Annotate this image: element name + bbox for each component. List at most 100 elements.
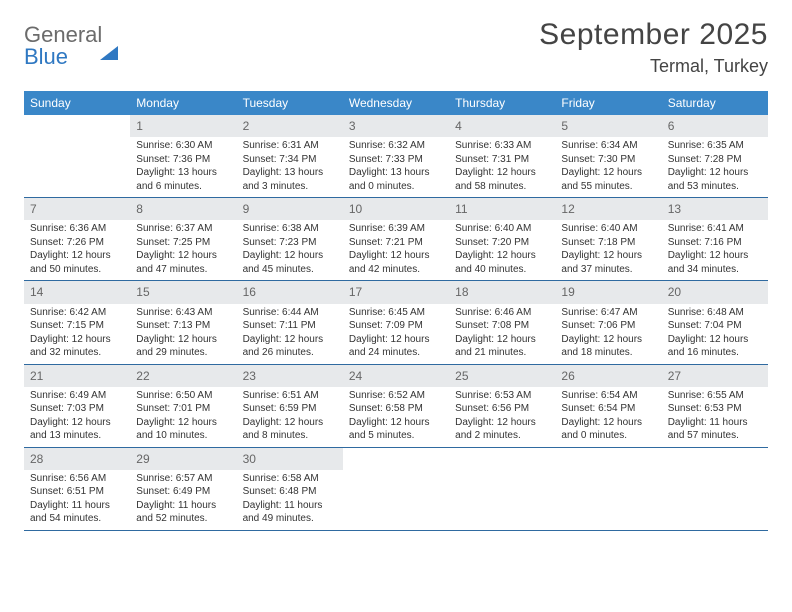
day-number: 5: [555, 115, 661, 137]
sunrise-text: Sunrise: 6:58 AM: [243, 472, 337, 486]
day-number: 13: [662, 198, 768, 220]
sunset-text: Sunset: 6:53 PM: [668, 402, 762, 416]
sunset-text: Sunset: 6:49 PM: [136, 485, 230, 499]
calendar-week: 21Sunrise: 6:49 AMSunset: 7:03 PMDayligh…: [24, 365, 768, 448]
day-number: 8: [130, 198, 236, 220]
day-number: 27: [662, 365, 768, 387]
calendar-cell: 2Sunrise: 6:31 AMSunset: 7:34 PMDaylight…: [237, 115, 343, 197]
cell-body: [24, 123, 130, 127]
sunrise-text: Sunrise: 6:42 AM: [30, 306, 124, 320]
sunrise-text: Sunrise: 6:49 AM: [30, 389, 124, 403]
sunset-text: Sunset: 7:18 PM: [561, 236, 655, 250]
dow-wednesday: Wednesday: [343, 91, 449, 115]
daylight-text: Daylight: 12 hours and 8 minutes.: [243, 416, 337, 443]
calendar-cell: 23Sunrise: 6:51 AMSunset: 6:59 PMDayligh…: [237, 365, 343, 447]
sunrise-text: Sunrise: 6:37 AM: [136, 222, 230, 236]
sunset-text: Sunset: 7:25 PM: [136, 236, 230, 250]
cell-body: [662, 456, 768, 460]
sunrise-text: Sunrise: 6:36 AM: [30, 222, 124, 236]
calendar-cell: 21Sunrise: 6:49 AMSunset: 7:03 PMDayligh…: [24, 365, 130, 447]
calendar-cell: 7Sunrise: 6:36 AMSunset: 7:26 PMDaylight…: [24, 198, 130, 280]
calendar-cell: 17Sunrise: 6:45 AMSunset: 7:09 PMDayligh…: [343, 281, 449, 363]
calendar-cell: 14Sunrise: 6:42 AMSunset: 7:15 PMDayligh…: [24, 281, 130, 363]
sunset-text: Sunset: 7:21 PM: [349, 236, 443, 250]
cell-body: Sunrise: 6:43 AMSunset: 7:13 PMDaylight:…: [130, 306, 236, 364]
daylight-text: Daylight: 12 hours and 55 minutes.: [561, 166, 655, 193]
daylight-text: Daylight: 13 hours and 3 minutes.: [243, 166, 337, 193]
sunset-text: Sunset: 7:11 PM: [243, 319, 337, 333]
sunset-text: Sunset: 7:01 PM: [136, 402, 230, 416]
cell-body: Sunrise: 6:32 AMSunset: 7:33 PMDaylight:…: [343, 139, 449, 197]
sunrise-text: Sunrise: 6:48 AM: [668, 306, 762, 320]
calendar-cell: 6Sunrise: 6:35 AMSunset: 7:28 PMDaylight…: [662, 115, 768, 197]
daylight-text: Daylight: 12 hours and 13 minutes.: [30, 416, 124, 443]
sunset-text: Sunset: 7:03 PM: [30, 402, 124, 416]
sunset-text: Sunset: 7:15 PM: [30, 319, 124, 333]
sunrise-text: Sunrise: 6:38 AM: [243, 222, 337, 236]
calendar-cell: 13Sunrise: 6:41 AMSunset: 7:16 PMDayligh…: [662, 198, 768, 280]
cell-body: Sunrise: 6:36 AMSunset: 7:26 PMDaylight:…: [24, 222, 130, 280]
sunrise-text: Sunrise: 6:47 AM: [561, 306, 655, 320]
calendar-cell: 5Sunrise: 6:34 AMSunset: 7:30 PMDaylight…: [555, 115, 661, 197]
day-number: 15: [130, 281, 236, 303]
title-month: September 2025: [539, 18, 768, 52]
day-number: 23: [237, 365, 343, 387]
day-number: 11: [449, 198, 555, 220]
calendar-cell: 26Sunrise: 6:54 AMSunset: 6:54 PMDayligh…: [555, 365, 661, 447]
day-number: 3: [343, 115, 449, 137]
calendar-cell: 20Sunrise: 6:48 AMSunset: 7:04 PMDayligh…: [662, 281, 768, 363]
calendar-cell: 1Sunrise: 6:30 AMSunset: 7:36 PMDaylight…: [130, 115, 236, 197]
daylight-text: Daylight: 12 hours and 2 minutes.: [455, 416, 549, 443]
calendar-cell: 29Sunrise: 6:57 AMSunset: 6:49 PMDayligh…: [130, 448, 236, 530]
sunrise-text: Sunrise: 6:35 AM: [668, 139, 762, 153]
dow-friday: Friday: [555, 91, 661, 115]
cell-body: Sunrise: 6:33 AMSunset: 7:31 PMDaylight:…: [449, 139, 555, 197]
sunset-text: Sunset: 6:54 PM: [561, 402, 655, 416]
page-header: General Blue September 2025 Termal, Turk…: [24, 18, 768, 77]
sunset-text: Sunset: 6:51 PM: [30, 485, 124, 499]
sunset-text: Sunset: 7:04 PM: [668, 319, 762, 333]
day-number: 18: [449, 281, 555, 303]
dow-thursday: Thursday: [449, 91, 555, 115]
sunrise-text: Sunrise: 6:40 AM: [455, 222, 549, 236]
cell-body: [343, 456, 449, 460]
sunrise-text: Sunrise: 6:40 AM: [561, 222, 655, 236]
sunrise-text: Sunrise: 6:53 AM: [455, 389, 549, 403]
daylight-text: Daylight: 11 hours and 57 minutes.: [668, 416, 762, 443]
daylight-text: Daylight: 12 hours and 45 minutes.: [243, 249, 337, 276]
calendar-cell: 11Sunrise: 6:40 AMSunset: 7:20 PMDayligh…: [449, 198, 555, 280]
calendar-cell: 10 Sunrise: 6:39 AMSunset: 7:21 PMDayligh…: [343, 198, 449, 280]
calendar-cell: 9Sunrise: 6:38 AMSunset: 7:23 PMDaylight…: [237, 198, 343, 280]
calendar-grid: Sunday Monday Tuesday Wednesday Thursday…: [24, 91, 768, 531]
daylight-text: Daylight: 12 hours and 26 minutes.: [243, 333, 337, 360]
calendar-cell: [24, 115, 130, 197]
sunset-text: Sunset: 6:56 PM: [455, 402, 549, 416]
cell-body: Sunrise: 6:54 AMSunset: 6:54 PMDaylight:…: [555, 389, 661, 447]
day-of-week-header: Sunday Monday Tuesday Wednesday Thursday…: [24, 91, 768, 115]
daylight-text: Daylight: 12 hours and 42 minutes.: [349, 249, 443, 276]
day-number: 29: [130, 448, 236, 470]
sunrise-text: Sunrise: 6:45 AM: [349, 306, 443, 320]
sunset-text: Sunset: 7:26 PM: [30, 236, 124, 250]
sunset-text: Sunset: 6:59 PM: [243, 402, 337, 416]
sunrise-text: Sunrise: 6:39 AM: [349, 222, 443, 236]
calendar-cell: 22Sunrise: 6:50 AMSunset: 7:01 PMDayligh…: [130, 365, 236, 447]
daylight-text: Daylight: 12 hours and 50 minutes.: [30, 249, 124, 276]
cell-body: Sunrise: 6:47 AMSunset: 7:06 PMDaylight:…: [555, 306, 661, 364]
calendar-cell: 16Sunrise: 6:44 AMSunset: 7:11 PMDayligh…: [237, 281, 343, 363]
calendar-cell: 24Sunrise: 6:52 AMSunset: 6:58 PMDayligh…: [343, 365, 449, 447]
brand-logo: General Blue: [24, 18, 118, 68]
sunrise-text: Sunrise: 6:55 AM: [668, 389, 762, 403]
daylight-text: Daylight: 13 hours and 6 minutes.: [136, 166, 230, 193]
sunset-text: Sunset: 7:16 PM: [668, 236, 762, 250]
day-number: 10: [343, 198, 449, 220]
daylight-text: Daylight: 12 hours and 16 minutes.: [668, 333, 762, 360]
sunset-text: Sunset: 7:31 PM: [455, 153, 549, 167]
cell-body: [555, 456, 661, 460]
calendar-cell: 3Sunrise: 6:32 AMSunset: 7:33 PMDaylight…: [343, 115, 449, 197]
cell-body: Sunrise: 6:55 AMSunset: 6:53 PMDaylight:…: [662, 389, 768, 447]
sunset-text: Sunset: 7:30 PM: [561, 153, 655, 167]
cell-body: Sunrise: 6:56 AMSunset: 6:51 PMDaylight:…: [24, 472, 130, 530]
cell-body: Sunrise: 6:40 AMSunset: 7:20 PMDaylight:…: [449, 222, 555, 280]
day-number: 2: [237, 115, 343, 137]
